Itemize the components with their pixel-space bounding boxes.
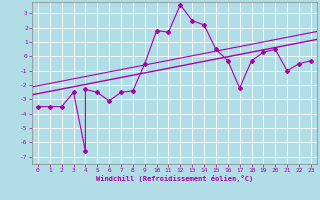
X-axis label: Windchill (Refroidissement éolien,°C): Windchill (Refroidissement éolien,°C) bbox=[96, 175, 253, 182]
